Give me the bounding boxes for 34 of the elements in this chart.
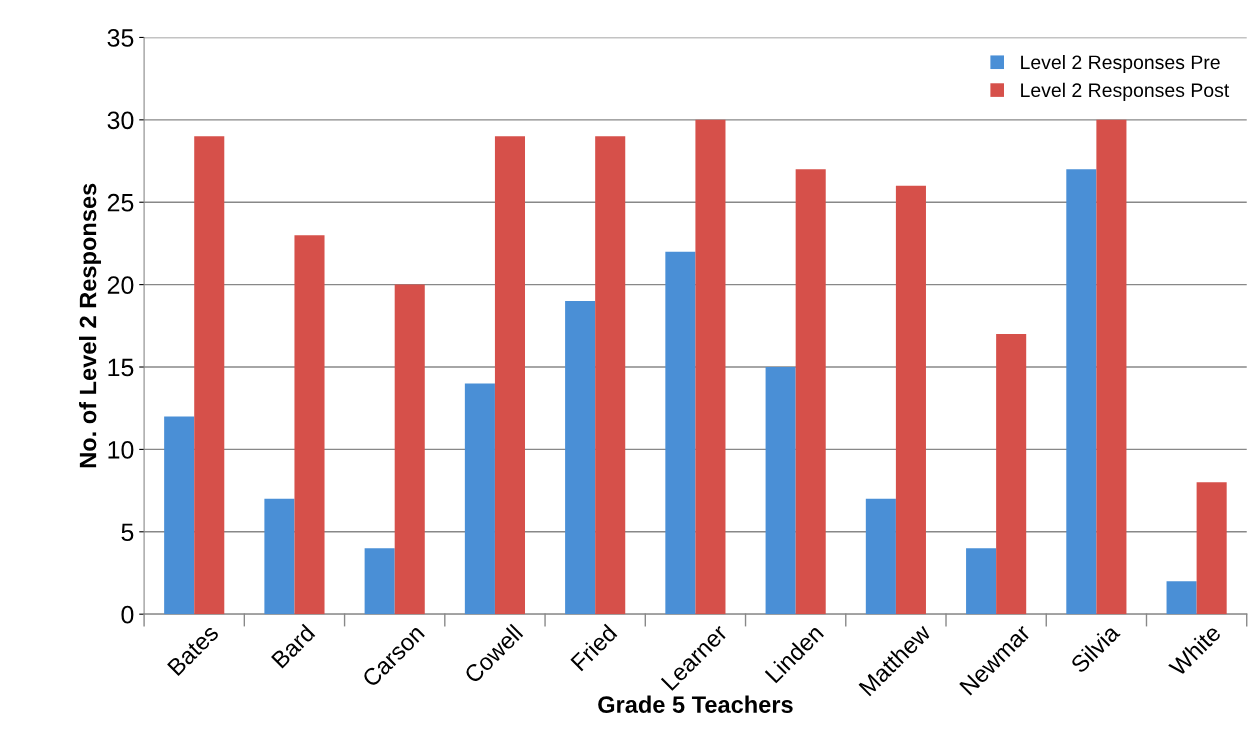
bar (665, 251, 696, 615)
bar (194, 136, 225, 615)
y-tick-label: 20 (107, 276, 134, 294)
bar (1096, 119, 1127, 615)
bar (565, 301, 596, 615)
bar (1166, 581, 1197, 615)
x-axis-title: Grade 5 Teachers (598, 695, 793, 713)
y-tick-label: 5 (121, 523, 134, 542)
y-tick-label: 30 (107, 111, 134, 130)
y-axis-title: No. of Level 2 Responses (79, 183, 102, 468)
y-tick-label: 0 (121, 605, 134, 624)
bar (464, 383, 495, 615)
y-tick-label: 35 (107, 29, 134, 47)
bar (164, 416, 195, 615)
bar (1196, 482, 1227, 615)
bar (294, 235, 325, 615)
y-tick-label: 25 (107, 193, 134, 212)
bar (364, 548, 395, 615)
bar (695, 119, 726, 615)
bar (966, 548, 997, 615)
bar (494, 136, 526, 615)
bar (795, 169, 826, 615)
legend-label: Level 2 Responses Post (1021, 82, 1230, 101)
bar (595, 136, 626, 615)
bar (765, 367, 796, 615)
bar (264, 498, 295, 615)
bar (394, 284, 425, 615)
y-tick-label: 15 (108, 358, 134, 377)
bar (865, 498, 896, 615)
bar (996, 334, 1027, 615)
bar (1066, 169, 1097, 615)
bar (895, 185, 926, 615)
y-tick-label: 10 (108, 441, 134, 459)
legend-label: Level 2 Responses Pre (1021, 54, 1220, 74)
